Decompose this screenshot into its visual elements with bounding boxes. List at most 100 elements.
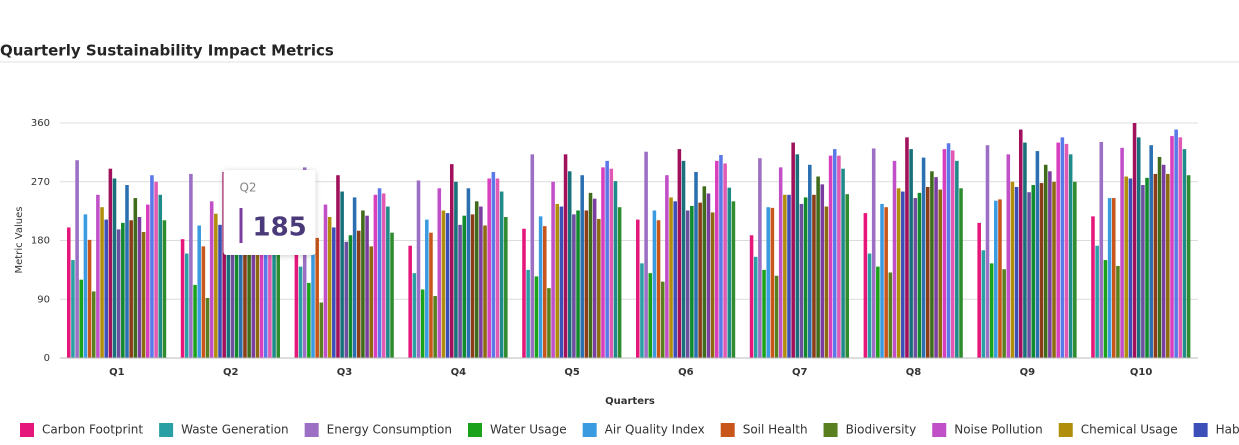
bar xyxy=(311,220,315,358)
bar xyxy=(1107,198,1112,358)
bar xyxy=(795,154,800,358)
bar xyxy=(307,282,311,358)
bar xyxy=(226,185,231,358)
bar xyxy=(812,194,816,358)
bar xyxy=(867,253,872,358)
bar xyxy=(146,204,150,358)
bar xyxy=(876,266,880,358)
bar xyxy=(184,253,189,358)
bar xyxy=(640,263,644,358)
bar xyxy=(259,207,264,358)
bar xyxy=(1060,137,1065,358)
bar xyxy=(386,206,390,358)
bar xyxy=(1116,265,1120,358)
bar xyxy=(828,155,833,358)
legend-swatch xyxy=(823,423,838,437)
bar xyxy=(348,235,353,358)
bar xyxy=(534,276,539,358)
bar xyxy=(613,181,618,358)
bar xyxy=(479,206,483,358)
bar xyxy=(408,245,412,358)
bar xyxy=(660,281,665,358)
bar xyxy=(1145,177,1149,358)
x-tick-label: Q1 xyxy=(109,367,125,378)
x-tick-label: Q4 xyxy=(451,367,467,378)
bar xyxy=(263,178,268,358)
bar xyxy=(108,168,113,358)
bar xyxy=(1174,129,1178,358)
legend-swatch xyxy=(20,423,34,437)
bar xyxy=(1124,176,1129,358)
x-tick-label: Q8 xyxy=(906,367,922,378)
bar xyxy=(499,191,504,358)
bar xyxy=(1031,185,1036,358)
bar xyxy=(715,160,719,358)
bar xyxy=(150,175,154,358)
tooltip-box xyxy=(223,170,316,255)
bar xyxy=(251,237,256,358)
bar xyxy=(783,194,787,358)
bar xyxy=(83,214,88,358)
bar xyxy=(272,198,276,358)
bar xyxy=(766,207,770,358)
bar xyxy=(474,201,479,358)
bar xyxy=(1035,151,1040,358)
bar xyxy=(91,291,96,358)
bar xyxy=(698,202,702,358)
bar xyxy=(1027,192,1031,358)
bar xyxy=(1170,136,1174,358)
bar xyxy=(547,288,551,358)
legend-swatch xyxy=(304,423,319,437)
bar xyxy=(71,260,75,358)
bar xyxy=(1052,181,1056,358)
bar xyxy=(1039,183,1044,358)
tooltip-value: 185 xyxy=(252,213,306,243)
bar xyxy=(1056,142,1060,358)
bar xyxy=(644,151,648,358)
bar xyxy=(538,216,543,358)
bar xyxy=(597,218,601,358)
bar xyxy=(559,206,564,358)
bar xyxy=(710,212,715,358)
x-tick-label: Q9 xyxy=(1020,367,1036,378)
bar xyxy=(930,171,934,358)
bar xyxy=(1111,198,1116,358)
bar xyxy=(104,219,108,358)
bar xyxy=(863,213,868,358)
bar xyxy=(390,232,394,358)
bar xyxy=(567,171,572,358)
bar xyxy=(959,188,963,358)
bar xyxy=(1018,129,1023,358)
bar xyxy=(563,154,568,358)
bar xyxy=(656,220,661,358)
bar xyxy=(491,171,496,358)
bar xyxy=(1157,156,1162,358)
bar xyxy=(884,207,888,358)
bar xyxy=(344,241,349,358)
bar xyxy=(462,215,467,358)
x-tick-label: Q5 xyxy=(564,367,580,378)
bar xyxy=(433,295,437,358)
x-tick-label: Q6 xyxy=(678,367,694,378)
bar xyxy=(1186,175,1191,358)
bar xyxy=(319,302,324,358)
bar xyxy=(154,181,158,358)
legend: Carbon Footprint Waste Generation Energy C… xyxy=(20,423,1239,437)
bar xyxy=(601,167,605,358)
plot-area: 0 90 180 270 360 Q1 Q2 Q3 Q4 Q5 Q6 Q7 Q8 Q9 Q10 xyxy=(31,118,1198,378)
bar xyxy=(1068,154,1073,358)
bar xyxy=(706,193,711,358)
bar xyxy=(209,201,214,358)
bar xyxy=(116,229,121,358)
bar xyxy=(1043,164,1048,358)
bar xyxy=(588,192,593,358)
bar xyxy=(1182,149,1187,358)
bar xyxy=(845,194,849,358)
bar xyxy=(905,137,909,358)
bar xyxy=(218,224,222,358)
bar xyxy=(276,224,280,358)
bar xyxy=(454,181,458,358)
y-tick-label: 90 xyxy=(37,294,50,305)
bar xyxy=(648,273,653,358)
bar xyxy=(100,207,104,358)
